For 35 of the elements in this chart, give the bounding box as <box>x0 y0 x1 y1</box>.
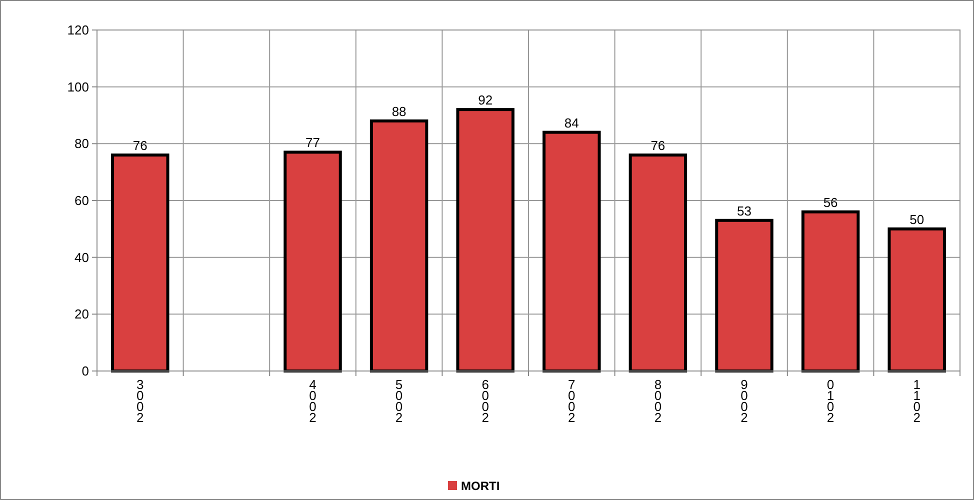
data-label: 50 <box>910 212 924 227</box>
data-label: 77 <box>306 135 320 150</box>
bar <box>628 154 688 372</box>
x-tick-label: 2005 <box>395 377 403 425</box>
y-tick-label: 60 <box>74 193 89 208</box>
y-tick-label: 80 <box>74 136 89 152</box>
x-tick-label: 2010 <box>826 377 834 425</box>
data-label: 76 <box>132 138 148 154</box>
y-tick-label: 20 <box>74 306 89 322</box>
data-label: 88 <box>392 104 406 119</box>
data-label: 92 <box>478 92 493 108</box>
x-tick-label: 2007 <box>568 377 576 425</box>
bar <box>111 154 170 372</box>
y-tick-label: 0 <box>82 364 89 378</box>
bar <box>715 218 774 372</box>
y-tick-label: 120 <box>67 22 89 38</box>
y-tick-label: 100 <box>67 79 89 94</box>
bar <box>888 227 946 372</box>
x-tick-label: 2003 <box>136 377 144 425</box>
bar <box>801 210 860 372</box>
y-tick-label: 40 <box>74 250 89 265</box>
x-tick-label: 2004 <box>309 377 316 425</box>
x-tick-label: 2008 <box>654 377 662 425</box>
x-tick-label: 2006 <box>482 377 489 425</box>
x-tick-label: 2011 <box>913 377 920 425</box>
data-label: 56 <box>823 194 838 210</box>
legend-label: MORTI <box>461 479 500 493</box>
data-label: 84 <box>564 115 579 130</box>
x-tick-label: 2009 <box>740 377 748 425</box>
data-label: 53 <box>737 203 752 218</box>
data-label: 76 <box>650 138 666 154</box>
bar <box>284 150 342 372</box>
bar <box>542 130 601 372</box>
bar <box>370 119 428 372</box>
bar <box>456 108 514 372</box>
